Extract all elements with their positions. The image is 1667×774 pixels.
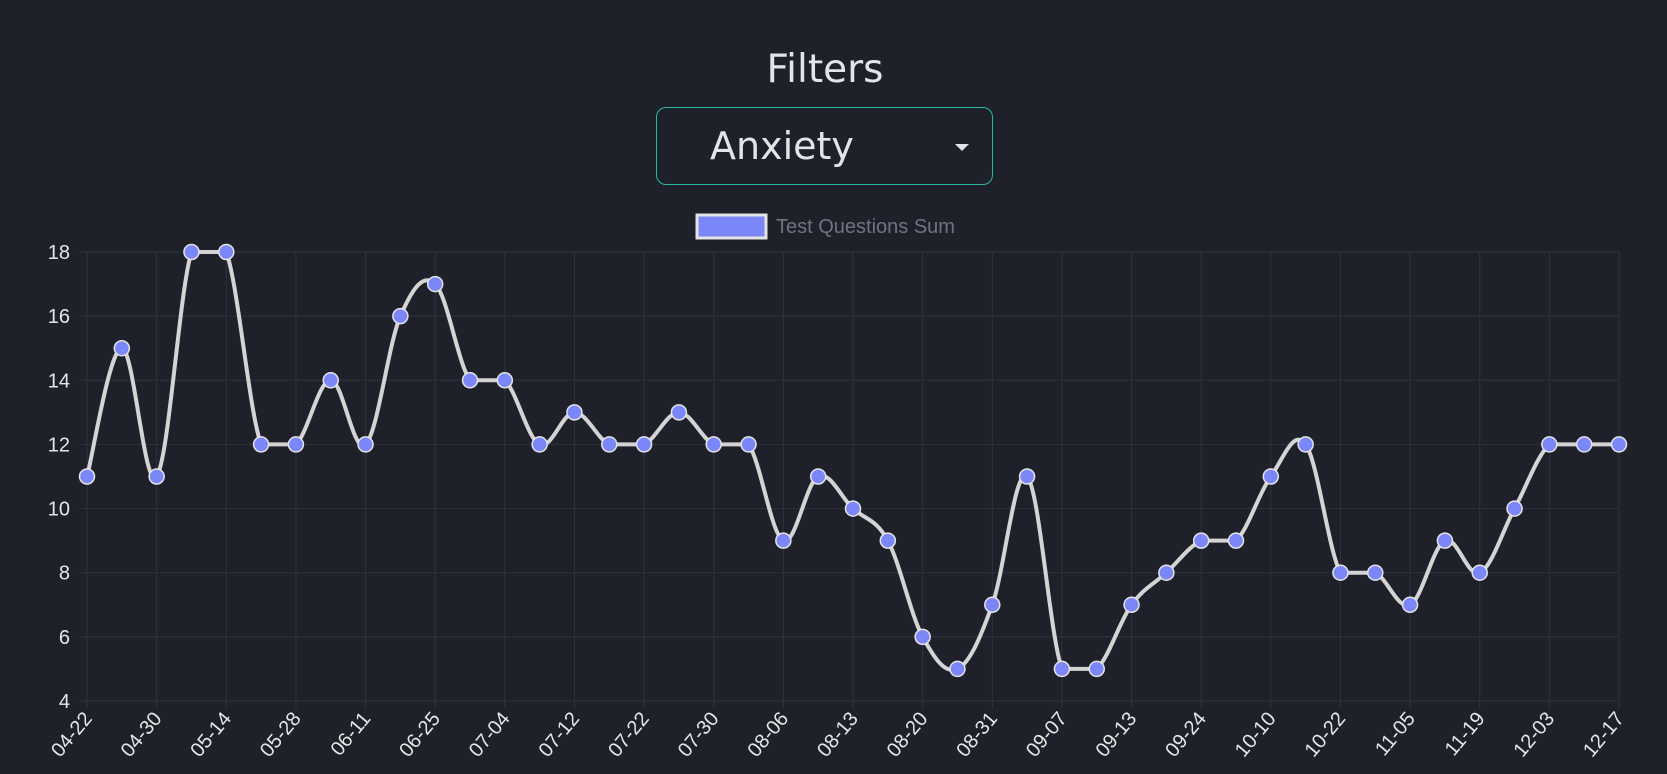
legend-label: Test Questions Sum [776,216,955,238]
category-select[interactable]: Anxiety [656,107,993,185]
x-tick-label: 04-30 [117,708,167,761]
select-value: Anxiety [710,124,854,168]
x-tick-label: 08-31 [952,708,1002,761]
data-point [1158,564,1175,581]
x-tick-label: 08-20 [883,708,933,761]
data-point [949,660,966,678]
data-point [322,372,339,389]
data-point [426,275,444,293]
x-tick-label: 11-05 [1371,708,1420,760]
data-point [1227,532,1245,549]
data-point [357,436,374,453]
data-point [809,468,827,485]
y-tick-label: 6 [59,627,70,649]
data-point [635,436,653,453]
x-tick-label: 08-06 [743,708,793,761]
x-tick-label: 07-12 [535,708,585,761]
data-point [1053,660,1071,678]
filters-title: Filters [766,47,884,92]
data-point [113,339,131,357]
data-point [1610,436,1628,453]
x-tick-label: 06-11 [327,708,376,760]
y-tick-label: 16 [48,306,70,328]
data-point [1262,468,1280,485]
y-tick-label: 14 [48,370,70,392]
data-point [1541,436,1558,453]
data-point [740,436,757,453]
data-point [1471,564,1488,581]
data-point [1332,564,1349,581]
x-tick-label: 12-17 [1579,708,1629,761]
data-point [1506,500,1523,517]
y-tick-label: 4 [59,691,70,713]
data-point [1297,436,1314,453]
data-point [496,372,514,389]
data-point [1192,532,1210,549]
data-point [148,468,165,485]
data-point [705,436,722,453]
data-point [775,532,792,549]
data-point [1401,596,1419,614]
data-point [1018,468,1036,485]
x-tick-label: 07-04 [465,708,515,761]
x-tick-label: 09-07 [1022,708,1072,761]
data-point [844,500,862,517]
data-point [252,436,270,453]
legend-swatch [695,213,768,240]
data-point [1367,564,1384,581]
x-tick-label: 09-13 [1092,708,1142,761]
x-tick-label: 08-13 [813,708,863,761]
data-point [461,372,479,389]
data-point [984,596,1001,614]
data-point [218,243,235,261]
data-point [1436,532,1454,549]
y-tick-label: 8 [59,563,70,585]
x-tick-label: 10-22 [1301,708,1351,761]
x-tick-label: 05-28 [256,708,306,761]
x-tick-label: 06-25 [395,708,445,761]
data-point [566,404,583,421]
data-point [183,243,200,261]
caret-down-icon [955,144,969,151]
data-point [287,436,305,453]
data-point [531,436,548,453]
data-point [1575,436,1593,453]
x-tick-label: 05-14 [186,708,236,761]
data-point [670,404,688,421]
x-tick-label: 09-24 [1161,708,1211,761]
x-tick-label: 04-22 [47,708,97,761]
data-point [879,532,897,549]
x-tick-label: 07-22 [604,708,654,761]
data-point [78,468,96,485]
data-point [392,307,409,325]
y-tick-label: 12 [48,434,70,456]
x-tick-label: 11-19 [1441,708,1490,760]
y-tick-label: 10 [48,499,70,521]
data-point [601,436,618,453]
x-tick-label: 10-10 [1231,708,1281,761]
y-tick-label: 18 [48,242,70,264]
data-point [1123,596,1140,614]
x-tick-label: 07-30 [674,708,724,761]
x-tick-label: 12-03 [1509,708,1559,761]
data-point [914,628,931,646]
data-point [1088,660,1105,678]
